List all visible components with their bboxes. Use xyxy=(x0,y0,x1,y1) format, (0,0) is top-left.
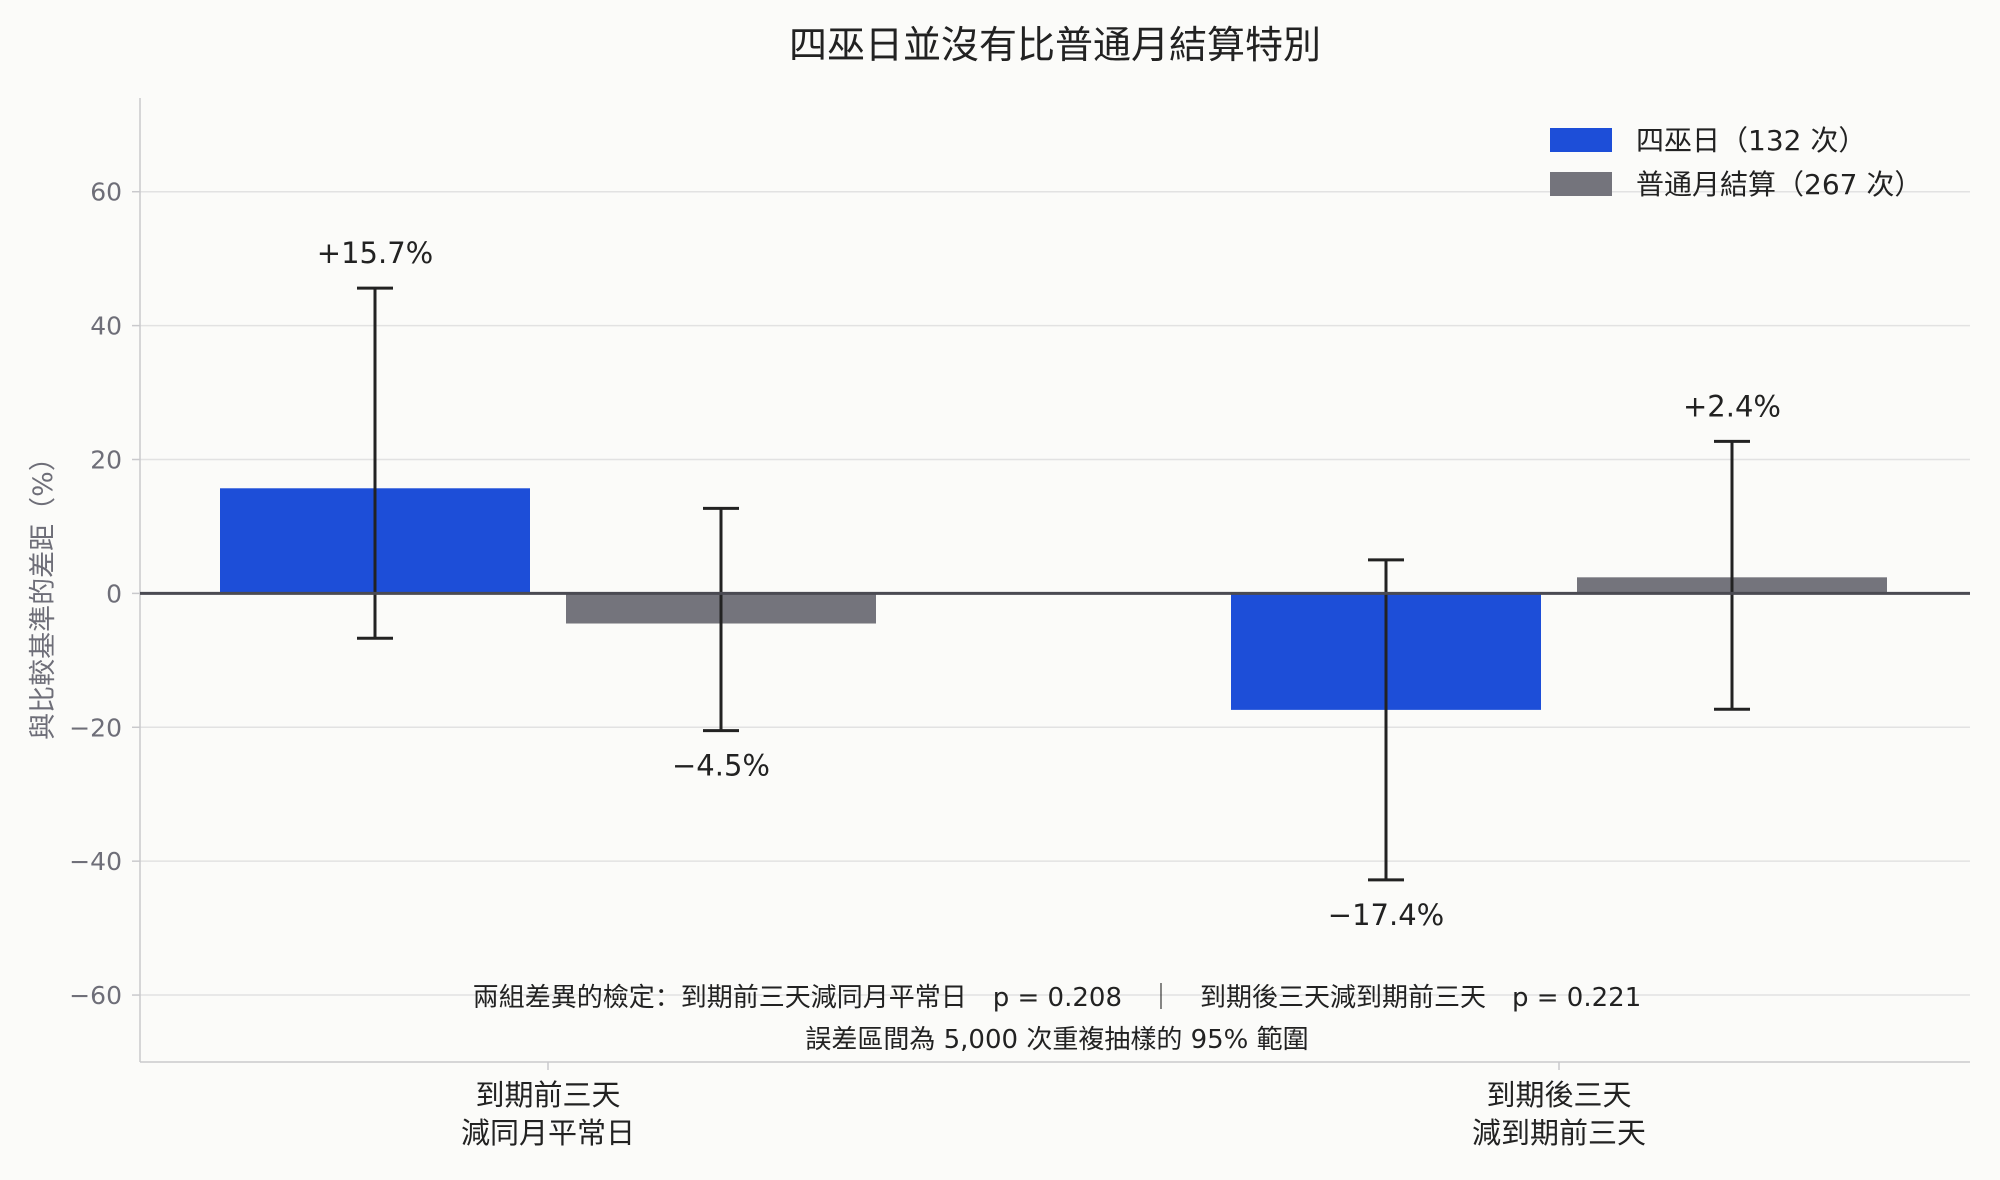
legend: 四巫日（132 次） 普通月結算（267 次） xyxy=(1550,124,1922,201)
data-label: −17.4% xyxy=(1328,898,1444,932)
y-tick-label: 40 xyxy=(90,312,122,341)
legend-label: 普通月結算（267 次） xyxy=(1636,168,1922,201)
y-tick-label: −60 xyxy=(69,981,122,1010)
x-tick-label: 到期前三天 xyxy=(475,1078,620,1112)
y-tick-label: 0 xyxy=(106,579,122,608)
data-label: +2.4% xyxy=(1683,389,1781,423)
legend-swatch xyxy=(1550,172,1612,196)
test-note: 兩組差異的檢定：到期前三天減同月平常日 p = 0.208 ｜ 到期後三天減到期… xyxy=(473,983,1642,1013)
y-tick-label: −20 xyxy=(69,713,122,742)
legend-swatch xyxy=(1550,128,1612,152)
data-labels: +15.7% −17.4% −4.5% +2.4% xyxy=(317,236,1781,932)
error-note: 誤差區間為 5,000 次重複抽樣的 95% 範圍 xyxy=(805,1025,1308,1055)
y-tick-label: −40 xyxy=(69,847,122,876)
error-bar xyxy=(357,286,393,640)
data-label: +15.7% xyxy=(317,236,433,270)
legend-label: 四巫日（132 次） xyxy=(1636,124,1866,157)
x-tick-label: 到期後三天 xyxy=(1486,1078,1631,1112)
chart-title: 四巫日並沒有比普通月結算特別 xyxy=(789,23,1321,67)
x-tick-label: 減到期前三天 xyxy=(1472,1116,1646,1150)
y-tick-label: 60 xyxy=(90,178,122,207)
data-label: −4.5% xyxy=(672,749,770,783)
legend-item: 四巫日（132 次） xyxy=(1550,124,1866,157)
y-axis-label: 與比較基準的差距（%） xyxy=(28,444,59,740)
legend-item: 普通月結算（267 次） xyxy=(1550,168,1922,201)
error-bar xyxy=(1368,558,1404,882)
error-bar xyxy=(1714,439,1750,711)
error-bars xyxy=(357,286,1750,882)
axes: −60 −40 −20 0 20 40 60 到期前三天減同月平常日 到期後三天減到期前三天 xyxy=(69,98,1970,1150)
x-tick-label: 減同月平常日 xyxy=(461,1116,635,1150)
bars xyxy=(220,488,1887,710)
y-tick-label: 20 xyxy=(90,446,122,475)
error-bar xyxy=(703,506,739,733)
